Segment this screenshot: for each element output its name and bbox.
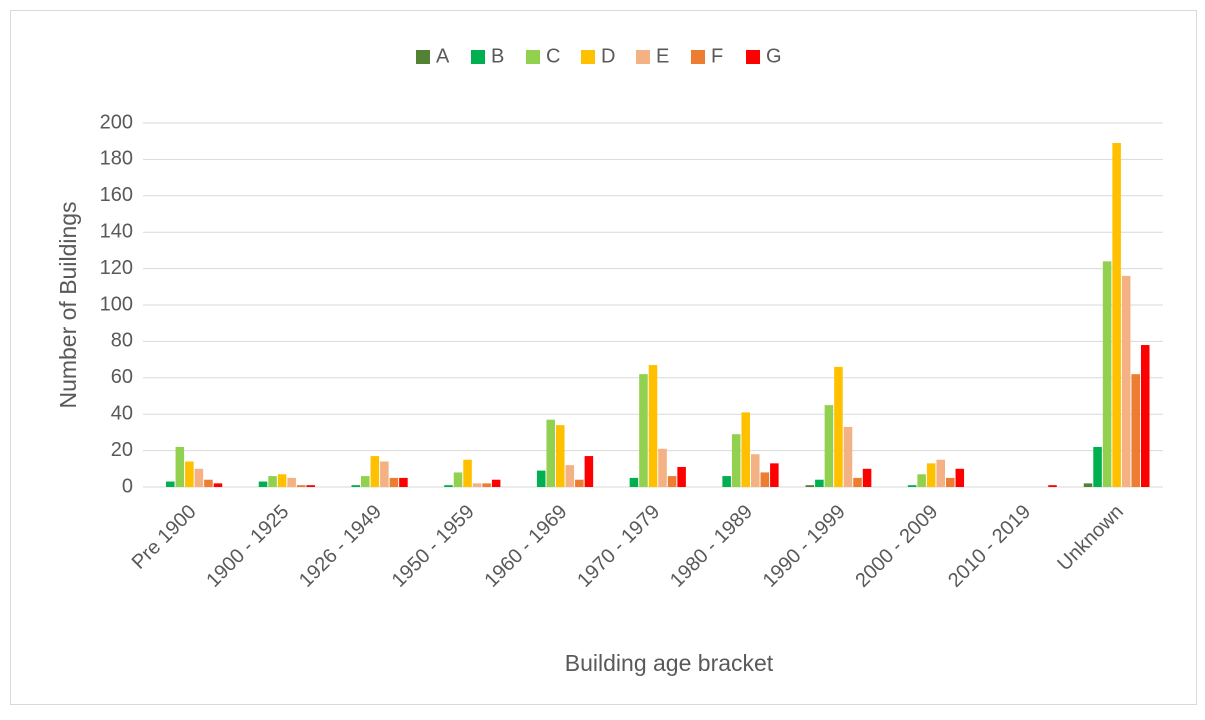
bar [862, 468, 872, 487]
bar [556, 425, 565, 487]
bar [648, 365, 658, 487]
bar [491, 479, 501, 487]
bar [536, 470, 546, 487]
bar [472, 483, 482, 487]
bar [1083, 483, 1093, 487]
bar [667, 476, 677, 487]
bar [722, 476, 731, 487]
bar [565, 465, 575, 487]
bar [658, 448, 667, 487]
bar [166, 481, 175, 487]
y-tick-label: 100 [100, 293, 133, 315]
legend-label: G [766, 45, 782, 67]
bar [834, 366, 843, 487]
bar [453, 472, 463, 487]
bar [907, 485, 917, 487]
legend-swatch [526, 50, 540, 64]
legend-label: B [491, 45, 504, 67]
bar [268, 476, 277, 487]
bar [361, 476, 370, 487]
bar [1140, 345, 1150, 487]
bar [815, 479, 824, 487]
y-tick-label: 0 [122, 475, 133, 497]
legend-swatch [636, 50, 650, 64]
legend-label: A [436, 45, 450, 67]
bar [463, 459, 472, 487]
bar [750, 454, 760, 487]
y-tick-label: 180 [100, 148, 133, 170]
bar [926, 463, 936, 487]
bar [853, 477, 862, 487]
bar [194, 468, 204, 487]
bar [175, 446, 185, 487]
y-tick-label: 160 [100, 184, 133, 206]
bar [399, 477, 408, 487]
bar [380, 461, 389, 487]
bar [843, 426, 853, 487]
y-tick-label: 40 [111, 402, 133, 424]
bar [213, 483, 223, 487]
bar [575, 479, 584, 487]
bar [204, 479, 213, 487]
bar [1112, 143, 1121, 487]
bar [805, 485, 815, 487]
bar [1102, 261, 1112, 487]
bar [389, 477, 399, 487]
bar [296, 485, 306, 487]
y-tick-label: 140 [100, 220, 133, 242]
bar [945, 477, 955, 487]
bar [258, 481, 268, 487]
y-tick-label: 120 [100, 257, 133, 279]
y-tick-label: 20 [111, 439, 133, 461]
bar [444, 485, 453, 487]
bar [1048, 485, 1057, 487]
legend-label: C [546, 45, 560, 67]
bar [1121, 275, 1131, 487]
bar [546, 419, 556, 487]
legend-label: D [601, 45, 615, 67]
y-tick-label: 200 [100, 111, 133, 133]
bar [277, 474, 287, 487]
bar [824, 405, 834, 487]
bar [1131, 374, 1140, 487]
bar [731, 434, 741, 487]
legend-swatch [691, 50, 705, 64]
legend-swatch [471, 50, 485, 64]
bar [770, 463, 779, 487]
legend-label: E [656, 45, 669, 67]
bar [639, 374, 648, 487]
bar [584, 456, 594, 487]
y-tick-label: 80 [111, 330, 133, 352]
bar [185, 461, 194, 487]
bar [482, 483, 491, 487]
bar [741, 412, 750, 487]
bar [351, 485, 361, 487]
legend-swatch [416, 50, 430, 64]
y-tick-label: 60 [111, 366, 133, 388]
chart-border [10, 10, 1197, 705]
bar [370, 456, 380, 487]
bar [760, 472, 770, 487]
bar [955, 468, 965, 487]
y-axis-title: Number of Buildings [55, 201, 81, 408]
legend-swatch [581, 50, 595, 64]
bar [306, 485, 315, 487]
legend-label: F [711, 45, 723, 67]
x-axis-title: Building age bracket [565, 650, 774, 676]
bar [677, 466, 686, 487]
bar [1093, 446, 1102, 487]
bar [917, 474, 926, 487]
bar [629, 477, 639, 487]
legend-swatch [746, 50, 760, 64]
bar [936, 459, 945, 487]
bar [287, 477, 296, 487]
